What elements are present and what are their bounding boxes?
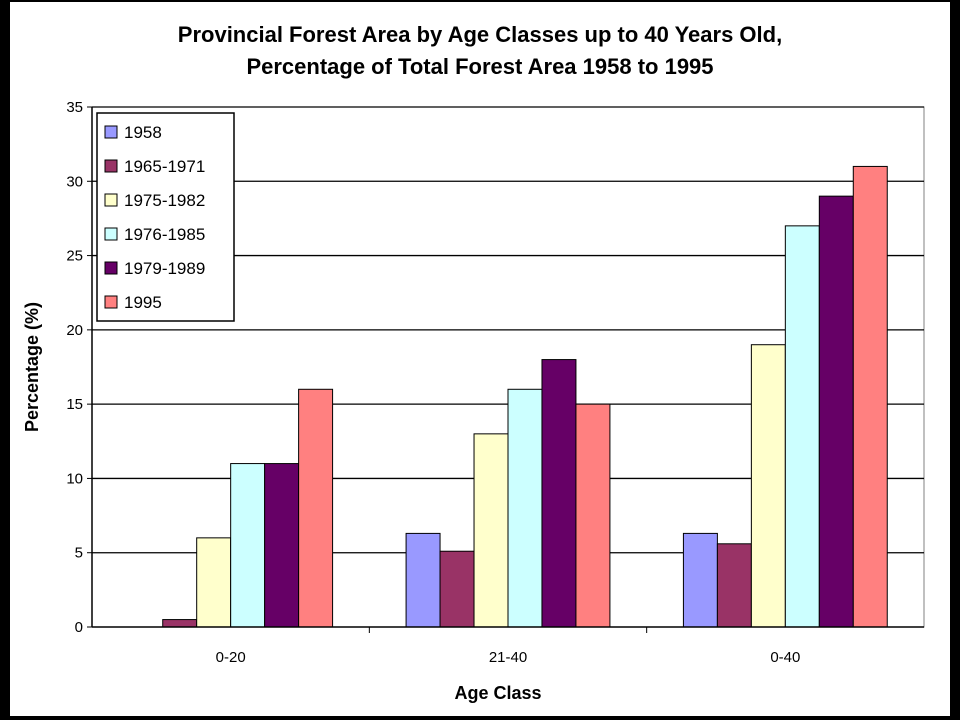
y-tick-label: 10 [66,470,83,487]
bar-1975-1982-21-40 [473,433,509,628]
legend-swatch [104,295,118,309]
bar-1965-1971-0-40 [716,543,752,628]
legend-swatch [104,159,118,173]
y-tick-label: 15 [66,396,83,413]
y-tick-label: 0 [75,619,83,636]
y-tick-label: 35 [66,99,83,116]
bar-1975-1982-0-40 [750,344,786,628]
bar-1995-0-20 [298,388,334,628]
y-tick-label: 25 [66,248,83,265]
x-tick-label: 0-20 [216,649,246,666]
legend-label: 1976-1985 [124,225,205,244]
bar-1979-1989-0-20 [264,463,300,628]
legend-swatch [104,261,118,275]
x-tick-label: 0-40 [770,649,800,666]
bar-1976-1985-21-40 [507,388,543,628]
legend-swatch [104,193,118,207]
legend-label: 1995 [124,293,162,312]
legend-label: 1979-1989 [124,259,205,278]
bar-1979-1989-0-40 [818,195,854,628]
bar-1976-1985-0-20 [230,463,266,628]
bar-1995-0-40 [852,165,888,628]
chart-frame: Provincial Forest Area by Age Classes up… [10,2,950,716]
bar-1976-1985-0-40 [784,225,820,628]
y-tick-label: 20 [66,322,83,339]
bar-1965-1971-21-40 [439,550,475,628]
bar-1965-1971-0-20 [162,619,198,628]
legend-box [96,112,235,322]
legend-label: 1958 [124,123,162,142]
chart-title-line-1: Provincial Forest Area by Age Classes up… [178,22,782,47]
bars [162,165,888,628]
legend-label: 1965-1971 [124,157,205,176]
x-axis-title: Age Class [454,683,541,703]
chart-title-line-2: Percentage of Total Forest Area 1958 to … [246,54,713,79]
x-tick-label: 21-40 [489,649,527,666]
bar-1995-21-40 [575,403,611,628]
bar-chart: Provincial Forest Area by Age Classes up… [22,22,925,703]
legend-label: 1975-1982 [124,191,205,210]
legend: 1958 1965-1971 1975-1982 1976-1985 1979-1989… [96,112,235,322]
bar-1958-21-40 [405,532,441,628]
y-tick-label: 30 [66,173,83,190]
legend-swatch [104,227,118,241]
axes: 0 5 10 15 20 25 30 35 0-20 21-40 0-40 [66,99,924,666]
legend-swatch [104,125,118,139]
bar-1979-1989-21-40 [541,359,577,628]
bar-1958-0-40 [682,532,718,628]
y-axis-title: Percentage (%) [22,302,42,432]
y-tick-label: 5 [75,545,83,562]
bar-1975-1982-0-20 [196,537,232,628]
